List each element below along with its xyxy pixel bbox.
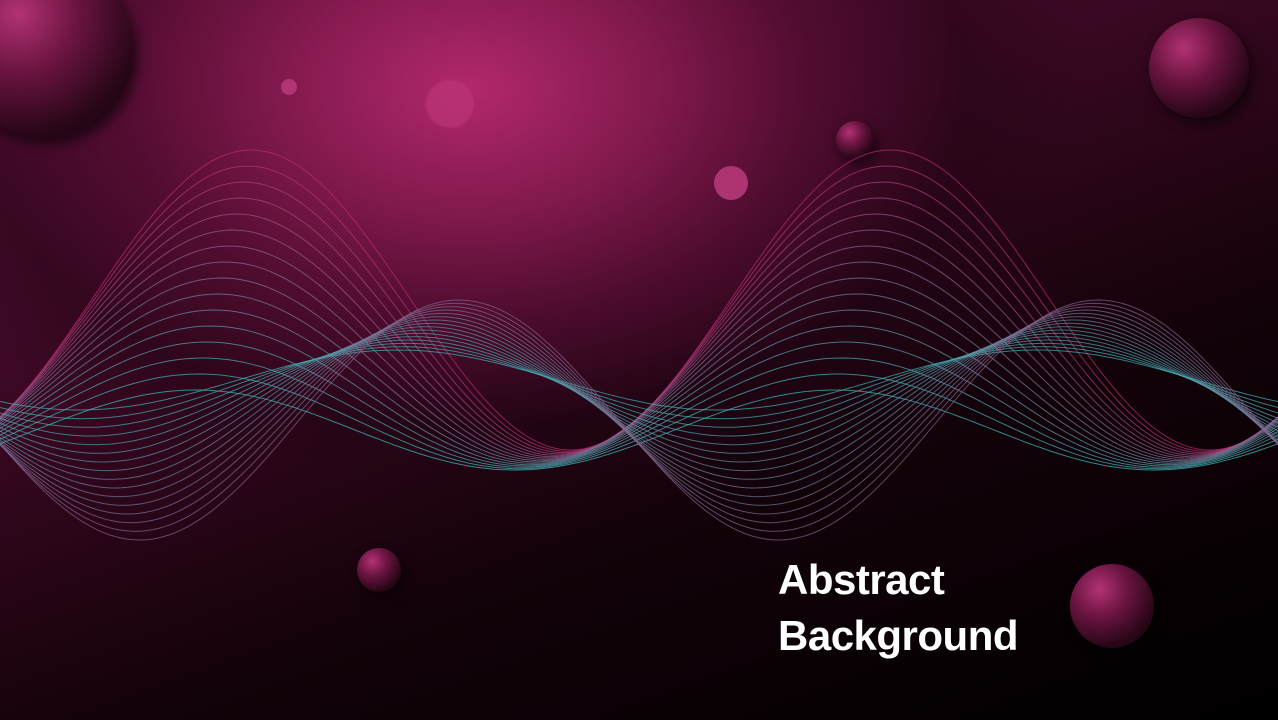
sphere-bottom-left xyxy=(357,548,401,592)
wave-line-a-5 xyxy=(0,229,1278,458)
wave-line-b-6 xyxy=(0,329,1278,463)
dot-glow-top xyxy=(426,80,474,128)
wave-line-b-10 xyxy=(0,316,1278,498)
sphere-top-right xyxy=(1149,18,1249,118)
title-text: Abstract Background xyxy=(778,552,1019,664)
wave-line-b-0 xyxy=(0,349,1278,411)
dot-medium-center xyxy=(714,166,748,200)
wave-line-b-4 xyxy=(0,336,1278,446)
wave-line-a-6 xyxy=(0,245,1278,459)
wave-line-a-8 xyxy=(0,277,1278,462)
wave-line-a-7 xyxy=(0,261,1278,460)
wave-line-b-3 xyxy=(0,339,1278,437)
wave-line-b-1 xyxy=(0,346,1278,420)
wave-line-b-5 xyxy=(0,332,1278,454)
wave-line-b-7 xyxy=(0,326,1278,472)
wave-line-b-2 xyxy=(0,342,1278,428)
wave-line-a-1 xyxy=(0,165,1278,452)
wave-line-a-0 xyxy=(0,149,1278,451)
wave-line-b-12 xyxy=(0,309,1278,515)
wave-line-b-15 xyxy=(0,299,1278,541)
dot-small-top xyxy=(281,79,297,95)
title-line-1: Abstract xyxy=(778,556,945,603)
wave-line-a-9 xyxy=(0,293,1278,463)
wave-line-b-9 xyxy=(0,319,1278,489)
wave-line-a-11 xyxy=(0,325,1278,466)
title-line-2: Background xyxy=(778,612,1019,659)
wave-line-a-13 xyxy=(0,357,1278,468)
wave-line-a-12 xyxy=(0,341,1278,467)
sphere-bottom-right xyxy=(1070,564,1154,648)
wave-line-a-3 xyxy=(0,197,1278,455)
sphere-small-center xyxy=(836,121,874,159)
wave-line-b-8 xyxy=(0,322,1278,480)
